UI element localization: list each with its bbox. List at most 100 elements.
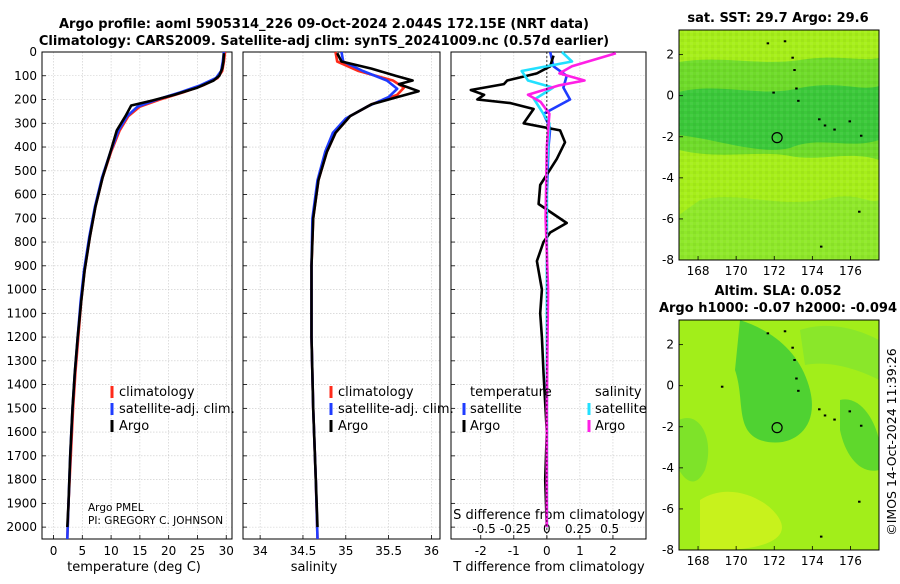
sla-map-title-2: Argo h1000: -0.07 h2000: -0.094 <box>659 301 897 316</box>
depth-tick-label: 1400 <box>6 378 37 392</box>
series-line-temperature-argo <box>469 55 569 528</box>
map-y-tick-label: -2 <box>662 420 674 434</box>
x-tick-label: 1 <box>576 544 584 558</box>
s-diff-tick-label: 0.5 <box>600 522 619 536</box>
x-tick-label: 2 <box>609 544 617 558</box>
depth-tick-label: 0 <box>29 45 37 59</box>
sla-map <box>679 320 879 550</box>
figure-title-line1: Argo profile: aoml 5905314_226 09-Oct-20… <box>59 17 589 32</box>
sst-map-title: sat. SST: 29.7 Argo: 29.6 <box>687 11 868 26</box>
map-x-tick-label: 168 <box>687 264 710 278</box>
x-tick-label: 25 <box>190 544 205 558</box>
x-tick-label: 34 <box>252 544 267 558</box>
island-mark <box>793 69 796 72</box>
temperature-legend: climatology satellite-adj. clim. Argo <box>110 385 235 434</box>
salinity-legend: climatology satellite-adj. clim. Argo <box>329 385 454 434</box>
island-mark <box>833 128 836 131</box>
profile-curves <box>66 51 617 540</box>
island-mark <box>818 118 821 121</box>
map-x-tick-label: 170 <box>725 554 748 568</box>
island-mark <box>848 410 852 413</box>
temperature-axis-label: temperature (deg C) <box>67 560 201 575</box>
depth-tick-label: 400 <box>14 140 37 154</box>
x-tick-labels: 0 5 10 15 20 25 30 34 34.5 35 35.5 36 -2 -1 0 1 2 -0.5 -0.… <box>50 522 619 558</box>
series-line-argo <box>310 52 420 528</box>
map-x-tick-label: 176 <box>839 554 862 568</box>
depth-tick-label: 300 <box>14 116 37 130</box>
sla-map-title: Altim. SLA: 0.052 <box>715 284 842 299</box>
panel-frame <box>450 51 647 540</box>
island-mark <box>848 120 852 123</box>
difference-axis-label: T difference from climatology <box>452 560 645 575</box>
depth-tick-labels: 0 100 200 300 400 500 600 700 800 900 1000 1100 1200… <box>6 45 37 534</box>
island-mark <box>797 99 800 102</box>
sst-map-frame <box>678 29 880 261</box>
x-tick-label: -1 <box>508 544 520 558</box>
island-mark <box>858 210 861 213</box>
map-y-tick-label: -8 <box>662 543 674 557</box>
series-line-satellite-adj-clim- <box>310 51 399 540</box>
depth-tick-label: 1000 <box>6 283 37 297</box>
depth-tick-label: 1200 <box>6 330 37 344</box>
series-line-argo <box>66 53 226 528</box>
imos-timestamp: ©IMOS 14-Oct-2024 11:39:26 <box>884 348 899 536</box>
island-mark <box>859 424 863 427</box>
map-y-tick-label: 2 <box>666 48 674 62</box>
sla-eddy-4 <box>800 325 879 380</box>
island-mark <box>823 124 827 127</box>
x-tick-label: 15 <box>132 544 147 558</box>
x-tick-label: 35.5 <box>375 544 402 558</box>
map-x-tick-label: 176 <box>839 264 862 278</box>
sla-map-ticks: 168 170 172 174 176 2 0 -2 -4 -6 -8 <box>662 338 862 568</box>
map-y-tick-label: -4 <box>662 461 674 475</box>
x-tick-label: 5 <box>78 544 86 558</box>
map-x-tick-label: 168 <box>687 554 710 568</box>
map-y-tick-label: -4 <box>662 171 674 185</box>
island-mark <box>720 385 724 388</box>
map-x-tick-label: 170 <box>725 264 748 278</box>
island-mark <box>819 245 823 248</box>
depth-tick-label: 1500 <box>6 401 37 415</box>
depth-tick-label: 600 <box>14 188 37 202</box>
s-difference-axis-label: S difference from climatology <box>453 508 645 523</box>
x-tick-label: 35 <box>338 544 353 558</box>
depth-tick-label: 2000 <box>6 520 37 534</box>
sla-islands <box>720 330 863 538</box>
depth-tick-label: 1700 <box>6 449 37 463</box>
depth-tick-label: 500 <box>14 164 37 178</box>
x-tick-label: 0 <box>50 544 58 558</box>
island-mark <box>791 56 794 59</box>
island-mark <box>791 346 794 349</box>
island-mark <box>818 408 821 411</box>
sla-high-patch <box>700 491 782 550</box>
map-y-tick-label: -2 <box>662 130 674 144</box>
island-mark <box>795 87 798 90</box>
island-mark <box>766 332 770 335</box>
legend-sal-satellite: satellite <box>595 402 647 417</box>
island-mark <box>819 535 823 538</box>
legend-salinity-title: salinity <box>595 385 642 400</box>
map-y-tick-label: -6 <box>662 212 674 226</box>
map-x-tick-label: 174 <box>801 554 824 568</box>
argo-position-marker <box>771 132 783 144</box>
depth-tick-label: 1100 <box>6 306 37 320</box>
sla-eddy-3 <box>679 418 709 482</box>
legend-sal-argo: Argo <box>595 419 625 434</box>
x-tick-label: 10 <box>103 544 118 558</box>
depth-tick-label: 1900 <box>6 496 37 510</box>
map-y-tick-label: -8 <box>662 253 674 267</box>
legend-temp-argo: Argo <box>470 419 500 434</box>
depth-tick-label: 1600 <box>6 425 37 439</box>
s-diff-tick-label: -0.5 <box>472 522 495 536</box>
figure-title-line2: Climatology: CARS2009. Satellite-adj cli… <box>39 34 609 49</box>
legend-temperature-title: temperature <box>470 385 552 400</box>
sst-map <box>679 30 879 260</box>
island-mark <box>858 500 861 503</box>
series-line-climatology <box>66 51 227 540</box>
map-y-tick-label: -6 <box>662 502 674 516</box>
legend-argo: Argo <box>338 419 368 434</box>
depth-tick-label: 700 <box>14 211 37 225</box>
panel-frame <box>41 51 233 540</box>
x-tick-label: 0 <box>543 544 551 558</box>
